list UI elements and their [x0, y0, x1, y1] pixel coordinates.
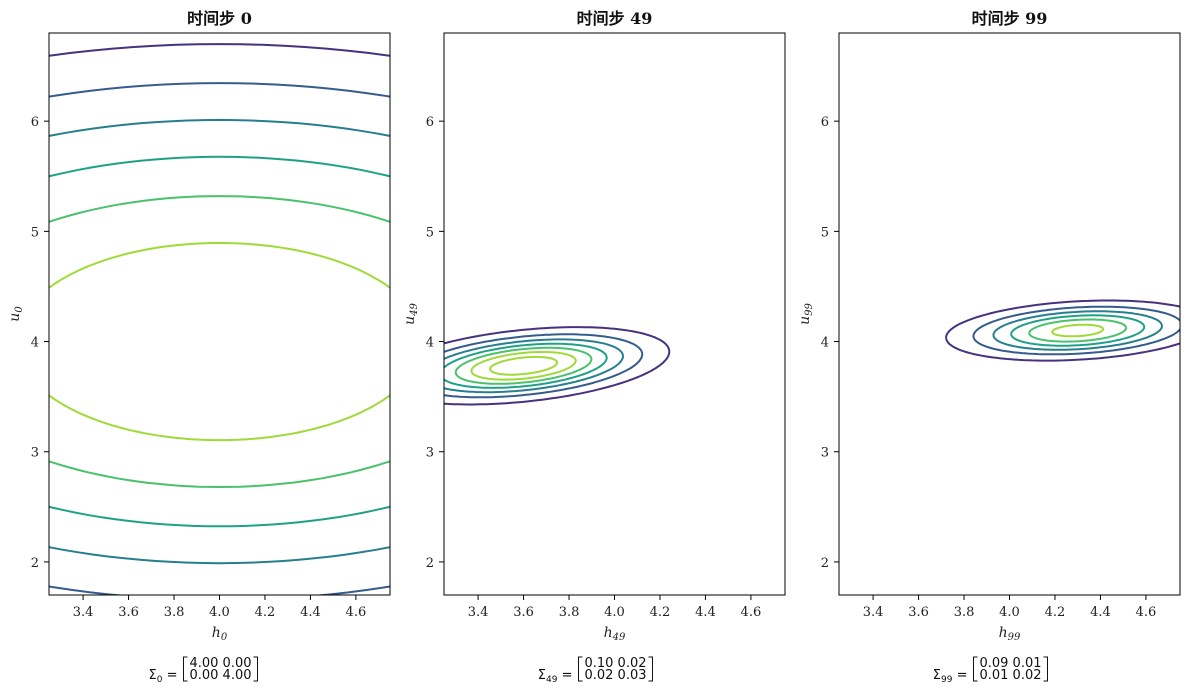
- y-tick-label: 6: [31, 115, 39, 130]
- x-tick-label: 3.4: [73, 605, 94, 620]
- x-tick-label: 3.8: [559, 605, 580, 620]
- x-tick-label: 3.8: [164, 605, 185, 620]
- contour-line: [444, 338, 625, 394]
- x-tick-label: 4.6: [741, 605, 762, 620]
- x-tick-label: 4.0: [209, 605, 230, 620]
- x-axis-label: h0: [212, 625, 228, 643]
- y-axis-label: u0: [7, 306, 25, 322]
- y-axis-label: u49: [402, 302, 420, 324]
- x-axis-label: h49: [604, 625, 626, 643]
- contour-group: [49, 43, 390, 595]
- x-tick-label: 3.6: [118, 605, 139, 620]
- svg-text:0.032: 0.032: [205, 482, 242, 497]
- svg-text:0.6: 0.6: [1072, 296, 1093, 311]
- svg-text:0.10 0.02: 0.10 0.02: [584, 656, 646, 671]
- panel-title: 时间步 99: [972, 9, 1048, 28]
- contour-label: 0.032: [309, 198, 357, 220]
- svg-text:0.02 0.03: 0.02 0.03: [584, 668, 646, 683]
- contour-group: [444, 326, 671, 406]
- plot-frame: [48, 32, 391, 596]
- contour-label: 0.028: [174, 151, 220, 168]
- y-tick-label: 2: [821, 556, 829, 571]
- y-tick-label: 2: [426, 556, 434, 571]
- x-tick-label: 4.4: [300, 605, 321, 620]
- contour-line: [489, 355, 559, 376]
- x-axis-label: h99: [999, 625, 1021, 643]
- contour-line: [49, 118, 390, 565]
- contour-line: [49, 195, 390, 489]
- x-tick-label: 4.6: [346, 605, 367, 620]
- contour-line: [992, 310, 1163, 351]
- y-axis-label: u99: [797, 302, 815, 324]
- plot-frame: [838, 32, 1181, 596]
- x-tick-label: 3.8: [954, 605, 975, 620]
- panel-title: 时间步 0: [187, 9, 252, 28]
- panel-2: 0.62.4 3.03.61.8 1.23.4 3.6 3.8 4.0 4.2 4.4 4.62…: [797, 9, 1181, 685]
- y-tick-label: 4: [821, 336, 829, 351]
- svg-text:0.024: 0.024: [208, 557, 245, 572]
- svg-text:1.8: 1.8: [1026, 339, 1047, 354]
- contour-group: [945, 299, 1180, 362]
- y-tick-label: 4: [426, 336, 434, 351]
- contour-label: 0.032: [201, 480, 247, 497]
- y-tick-label: 2: [31, 556, 39, 571]
- contour-line: [49, 242, 390, 442]
- x-tick-label: 3.6: [908, 605, 929, 620]
- y-tick-label: 4: [31, 336, 39, 351]
- x-tick-label: 4.0: [999, 605, 1020, 620]
- contour-line: [1051, 323, 1105, 338]
- contour-line: [1028, 318, 1128, 343]
- x-tick-label: 4.2: [650, 605, 671, 620]
- y-tick-label: 5: [821, 225, 829, 240]
- panel-1: 0.4 1.22.0 2.42.81.6 0.83.4 3.6 3.8 4.0 4.2 4.4 4…: [402, 9, 786, 685]
- panel-0: 0.0160.0200.0240.0280.0320.0360.0360.032…: [7, 9, 391, 685]
- contour-line: [444, 342, 608, 389]
- y-tick-label: 6: [821, 115, 829, 130]
- svg-text:0.01 0.02: 0.01 0.02: [979, 668, 1041, 683]
- x-tick-label: 4.2: [1045, 605, 1066, 620]
- svg-text:0.09 0.01: 0.09 0.01: [979, 656, 1041, 671]
- x-tick-label: 3.4: [863, 605, 884, 620]
- x-tick-label: 3.4: [468, 605, 489, 620]
- y-tick-label: 3: [31, 446, 39, 461]
- svg-text:Σ99 =: Σ99 =: [933, 668, 968, 685]
- y-tick-label: 5: [31, 225, 39, 240]
- y-tick-label: 5: [426, 225, 434, 240]
- x-tick-label: 4.4: [1090, 605, 1111, 620]
- contour-line: [49, 43, 390, 57]
- x-tick-label: 4.4: [695, 605, 716, 620]
- contour-line: [1010, 314, 1146, 347]
- covariance-label: Σ0 = 4.00 0.000.00 4.00: [149, 656, 258, 685]
- contour-line: [454, 346, 593, 385]
- x-tick-label: 3.6: [513, 605, 534, 620]
- svg-text:3.6: 3.6: [1072, 330, 1093, 345]
- x-tick-label: 4.0: [604, 605, 625, 620]
- panel-title: 时间步 49: [577, 9, 653, 28]
- x-tick-label: 4.6: [1136, 605, 1157, 620]
- contour-line: [49, 155, 390, 528]
- svg-text:Σ0 =: Σ0 =: [149, 668, 178, 685]
- plot-frame: [443, 32, 786, 596]
- contour-line: [972, 305, 1180, 356]
- svg-text:Σ49 =: Σ49 =: [538, 668, 573, 685]
- contour-line: [945, 299, 1180, 362]
- x-tick-label: 4.2: [255, 605, 276, 620]
- y-tick-label: 6: [426, 115, 434, 130]
- covariance-label: Σ49 = 0.10 0.020.02 0.03: [538, 656, 653, 685]
- contour-line: [470, 351, 577, 381]
- contour-label: 0.028: [50, 507, 98, 530]
- covariance-label: Σ99 = 0.09 0.010.01 0.02: [933, 656, 1048, 685]
- svg-text:4.00 0.00: 4.00 0.00: [189, 656, 251, 671]
- contour-line: [444, 333, 644, 399]
- svg-text:0.00 4.00: 0.00 4.00: [189, 668, 251, 683]
- svg-text:0.028: 0.028: [178, 153, 215, 168]
- y-tick-label: 3: [426, 446, 434, 461]
- svg-text:0.036: 0.036: [208, 238, 245, 253]
- contour-line: [49, 82, 390, 595]
- contour-line: [444, 326, 671, 406]
- y-tick-label: 3: [821, 446, 829, 461]
